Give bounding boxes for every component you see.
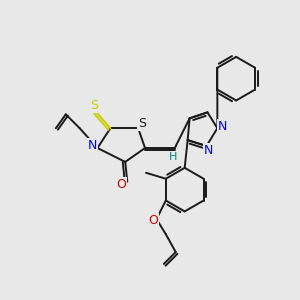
Text: S: S: [138, 117, 146, 130]
Text: H: H: [169, 152, 177, 162]
Text: O: O: [148, 214, 158, 227]
Text: N: N: [218, 120, 227, 133]
Text: N: N: [204, 145, 213, 158]
Text: S: S: [90, 99, 98, 112]
Text: O: O: [116, 178, 126, 191]
Text: N: N: [88, 139, 97, 152]
